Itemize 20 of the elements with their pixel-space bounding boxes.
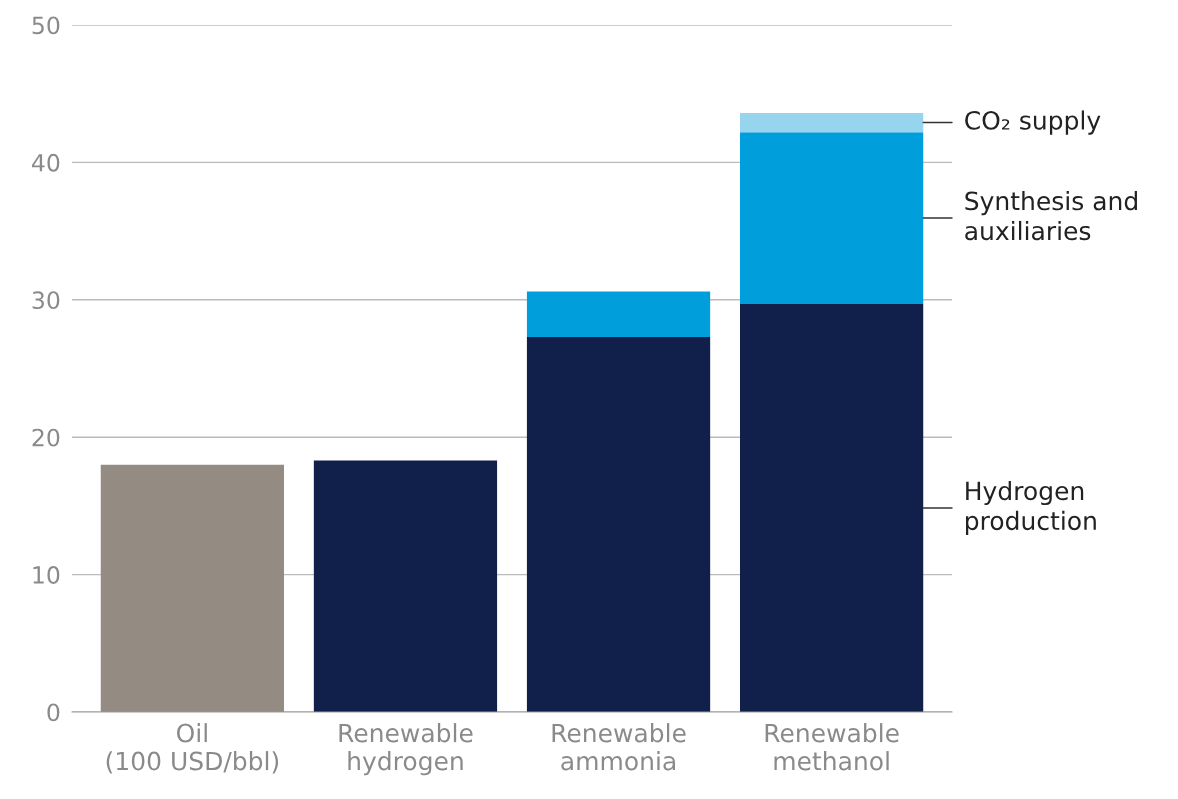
series-label: Synthesis and auxiliaries [965,191,1137,241]
series-label: Hydrogen production [965,480,1096,536]
x-tick-label: Renewable methanol [765,723,899,771]
bar [526,336,711,712]
bar [100,464,285,712]
y-tick-label: 40 [32,153,60,172]
y-tick-label: 10 [33,566,60,584]
y-tick-label: 20 [32,428,60,447]
x-tick-label: Renewable ammonia [552,723,686,771]
x-tick-label: Renewable hydrogen [339,723,473,776]
bar [739,112,924,133]
bar [526,291,711,337]
series-label: CO₂ supply [965,110,1101,135]
bar [739,132,924,304]
y-tick-label: 30 [32,291,60,310]
y-tick-label: 0 [47,703,60,722]
bar [739,303,924,712]
y-tick-label: 50 [32,16,60,35]
x-tick-label: Oil (100 USD/bbl) [106,723,279,774]
bar [313,460,498,712]
